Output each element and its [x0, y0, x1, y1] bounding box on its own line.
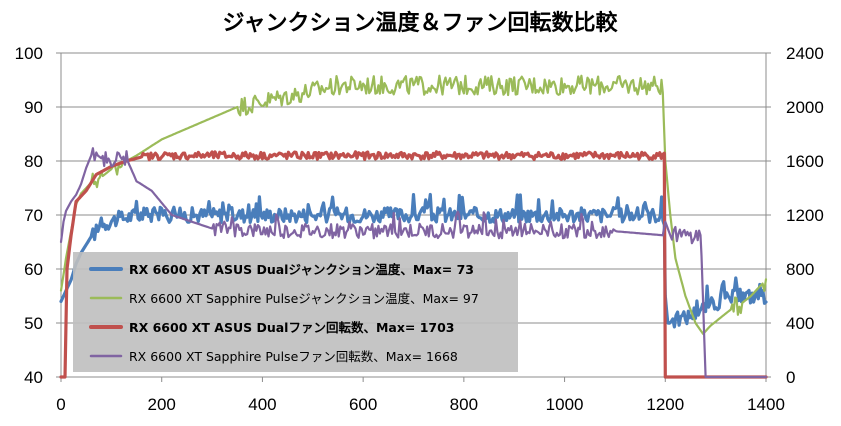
- y-left-tick-label: 80: [24, 152, 43, 171]
- legend-entry: RX 6600 XT Sapphire Pulseジャンクション温度、Max= …: [129, 291, 479, 306]
- y-left-tick-label: 50: [24, 314, 43, 333]
- series-line-4: [59, 147, 768, 379]
- y-left-tick-label: 90: [24, 98, 43, 117]
- series-layer: [59, 74, 768, 379]
- legend-entry: RX 6600 XT Sapphire Pulseファン回転数、Max= 166…: [129, 349, 458, 364]
- legend-entry: RX 6600 XT ASUS Dualファン回転数、Max= 1703: [129, 320, 455, 335]
- y-left-tick-label: 60: [24, 260, 43, 279]
- x-tick-label: 800: [450, 395, 478, 414]
- legend-box: [73, 252, 518, 372]
- y-right-tick-label: 1600: [786, 152, 824, 171]
- y-right-tick-label: 800: [786, 260, 814, 279]
- y-right-tick-label: 0: [786, 368, 795, 387]
- y-right-tick-label: 1200: [786, 206, 824, 225]
- x-tick-label: 200: [148, 395, 176, 414]
- series-line-3: [59, 150, 768, 379]
- x-tick-label: 1000: [546, 395, 584, 414]
- y-right-tick-label: 2000: [786, 98, 824, 117]
- y-left-tick-label: 40: [24, 368, 43, 387]
- legend: RX 6600 XT ASUS Dualジャンクション温度、Max= 73 RX …: [73, 252, 518, 372]
- chart-title: ジャンクション温度＆ファン回転数比較: [223, 10, 619, 36]
- legend-entry: RX 6600 XT ASUS Dualジャンクション温度、Max= 73: [129, 262, 474, 277]
- x-tick-label: 1200: [646, 395, 684, 414]
- x-tick-label: 400: [248, 395, 276, 414]
- x-tick-label: 1400: [747, 395, 785, 414]
- series-line-2: [59, 74, 768, 335]
- plot-frame: [56, 52, 771, 382]
- x-tick-label: 0: [56, 395, 65, 414]
- x-tick-label: 600: [349, 395, 377, 414]
- y-right-tick-label: 2400: [786, 44, 824, 63]
- y-left-tick-label: 100: [15, 44, 43, 63]
- y-left-tick-label: 70: [24, 206, 43, 225]
- series-line-1: [59, 192, 768, 329]
- y-right-tick-label: 400: [786, 314, 814, 333]
